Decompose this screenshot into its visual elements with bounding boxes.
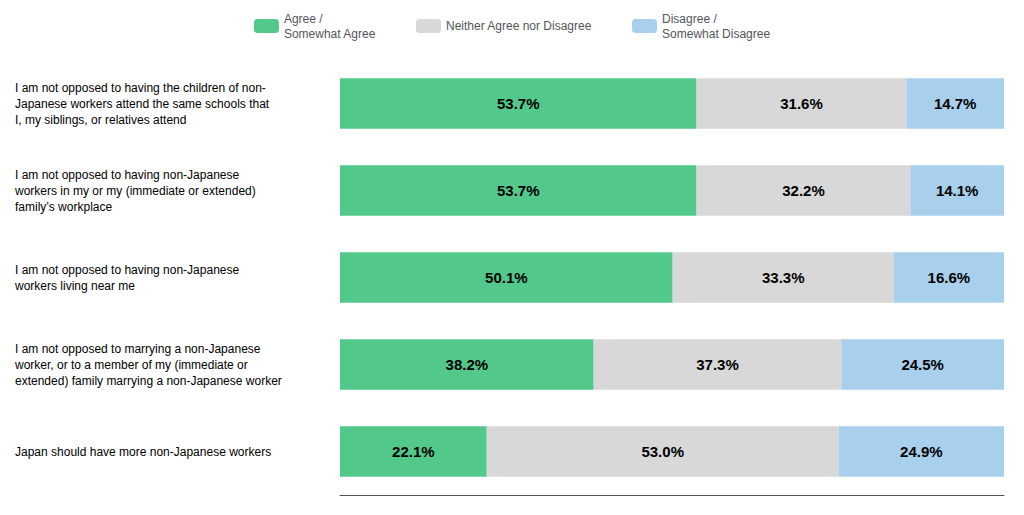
svg-text:24.9%: 24.9% (900, 443, 943, 460)
svg-text:24.5%: 24.5% (901, 356, 944, 373)
svg-text:14.7%: 14.7% (934, 95, 977, 112)
svg-text:workers living near me: workers living near me (14, 279, 135, 293)
svg-text:Agree /: Agree / (284, 12, 323, 26)
svg-text:33.3%: 33.3% (762, 269, 805, 286)
svg-text:53.7%: 53.7% (497, 95, 540, 112)
svg-text:Disagree /: Disagree / (662, 12, 717, 26)
svg-text:31.6%: 31.6% (780, 95, 823, 112)
svg-text:I am not opposed to having non: I am not opposed to having non-Japanese (15, 168, 239, 182)
svg-text:50.1%: 50.1% (485, 269, 528, 286)
svg-text:Japanese workers attend the sa: Japanese workers attend the same schools… (15, 97, 270, 111)
svg-text:family’s workplace: family’s workplace (15, 200, 112, 214)
svg-text:I am not opposed to having the: I am not opposed to having the children … (15, 81, 266, 95)
svg-text:Somewhat Disagree: Somewhat Disagree (662, 27, 770, 41)
svg-text:worker, or to a member of my (: worker, or to a member of my (immediate … (14, 358, 248, 372)
svg-text:Somewhat Agree: Somewhat Agree (284, 27, 376, 41)
svg-text:extended) family marrying a no: extended) family marrying a non-Japanese… (15, 374, 282, 388)
svg-text:I, my siblings, or relatives a: I, my siblings, or relatives attend (15, 113, 186, 127)
svg-text:37.3%: 37.3% (696, 356, 739, 373)
svg-text:Japan should have more non-Jap: Japan should have more non-Japanese work… (15, 445, 271, 459)
svg-text:38.2%: 38.2% (446, 356, 489, 373)
svg-text:53.0%: 53.0% (641, 443, 684, 460)
svg-text:Neither Agree nor Disagree: Neither Agree nor Disagree (446, 19, 592, 33)
svg-text:workers in my or my (immediate: workers in my or my (immediate or extend… (14, 184, 256, 198)
svg-text:I am not opposed to having non: I am not opposed to having non-Japanese (15, 263, 239, 277)
svg-text:I am not opposed to marrying a: I am not opposed to marrying a non-Japan… (15, 342, 261, 356)
svg-text:14.1%: 14.1% (936, 182, 979, 199)
svg-text:22.1%: 22.1% (392, 443, 435, 460)
svg-text:16.6%: 16.6% (928, 269, 971, 286)
svg-text:53.7%: 53.7% (497, 182, 540, 199)
svg-text:32.2%: 32.2% (782, 182, 825, 199)
